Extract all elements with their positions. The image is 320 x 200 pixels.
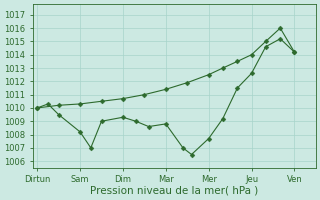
X-axis label: Pression niveau de la mer( hPa ): Pression niveau de la mer( hPa ): [90, 186, 259, 196]
